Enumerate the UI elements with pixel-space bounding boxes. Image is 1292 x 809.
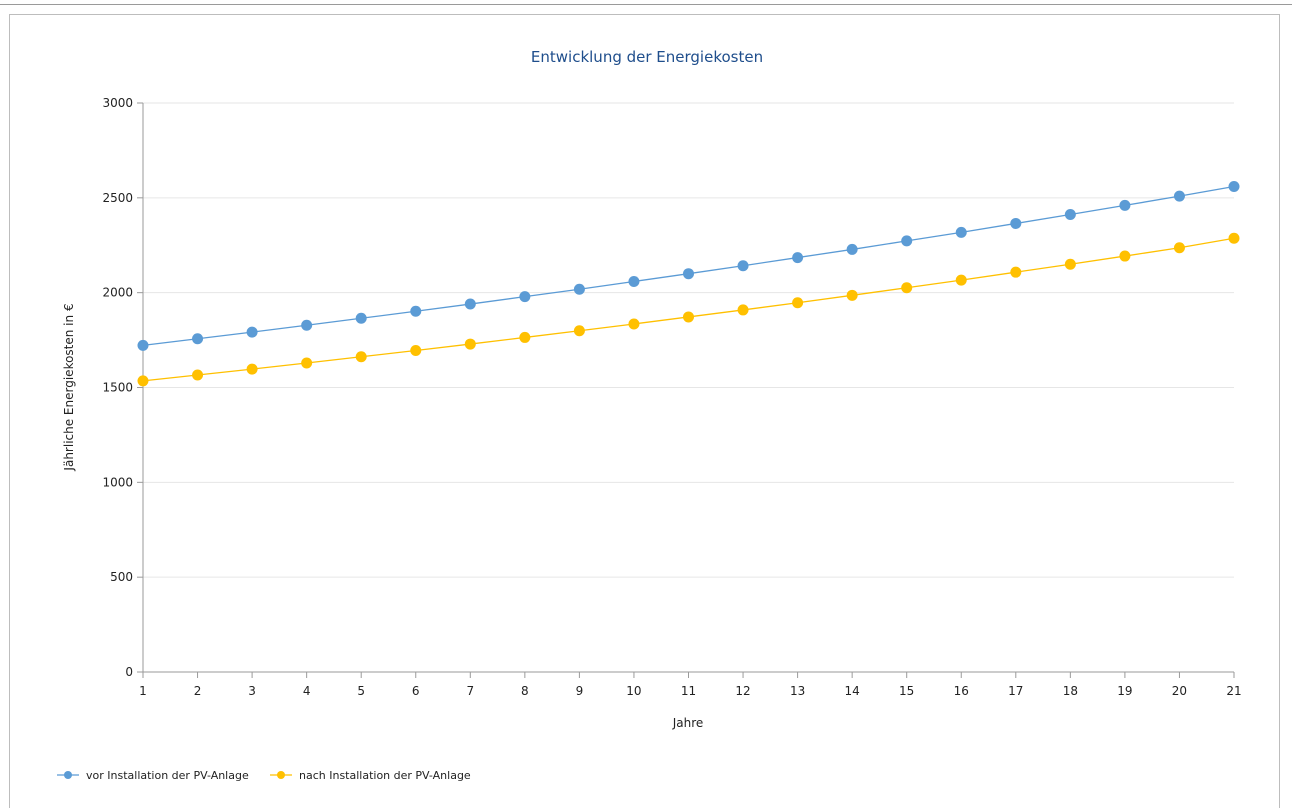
data-point[interactable]	[464, 298, 476, 310]
data-point[interactable]	[901, 235, 913, 247]
data-point[interactable]	[683, 311, 694, 323]
data-point[interactable]	[1010, 266, 1022, 278]
data-point[interactable]	[846, 243, 858, 255]
data-point[interactable]	[1010, 217, 1022, 229]
data-point[interactable]	[955, 274, 967, 286]
data-point[interactable]	[519, 331, 531, 343]
data-point[interactable]	[355, 312, 367, 324]
y-tick-label: 3000	[102, 96, 133, 110]
y-tick-label: 0	[125, 665, 133, 679]
top-divider	[0, 4, 1292, 5]
legend-item-2[interactable]: nach Installation der PV-Anlage	[270, 769, 471, 782]
data-point[interactable]	[1064, 258, 1076, 270]
grid-lines	[143, 102, 1234, 578]
x-tick-label: 15	[899, 684, 914, 698]
data-point[interactable]	[628, 318, 640, 330]
x-tick-label: 7	[466, 684, 474, 698]
x-tick-label: 13	[790, 684, 805, 698]
series-layer	[137, 180, 1240, 387]
data-point[interactable]	[1119, 250, 1131, 262]
y-tick-label: 2500	[102, 191, 133, 205]
x-tick-label: 12	[735, 684, 750, 698]
x-tick-label: 10	[626, 684, 641, 698]
x-tick-label: 1	[139, 684, 147, 698]
data-point[interactable]	[737, 260, 749, 272]
x-axis: 1 2 3 4 5 6 7 8 9 10 11 12 13 14 15 16 17 18 19 20 21	[139, 671, 1242, 698]
x-tick-label: 17	[1008, 684, 1023, 698]
x-tick-label: 18	[1063, 684, 1078, 698]
x-tick-label: 14	[845, 684, 860, 698]
data-point[interactable]	[628, 275, 640, 287]
data-point[interactable]	[846, 289, 858, 301]
data-point[interactable]	[301, 357, 313, 369]
x-tick-label: 9	[576, 684, 584, 698]
x-tick-label: 21	[1226, 684, 1241, 698]
y-axis-label: Jährliche Energiekosten in €	[62, 303, 76, 471]
data-point[interactable]	[1228, 180, 1240, 192]
x-tick-label: 8	[521, 684, 529, 698]
x-tick-label: 6	[412, 684, 420, 698]
y-axis: 0 500 1000 1500 2000 2500 3000	[102, 96, 144, 679]
data-point[interactable]	[1228, 232, 1240, 244]
x-tick-label: 11	[681, 684, 696, 698]
legend-label: nach Installation der PV-Anlage	[299, 769, 471, 782]
x-tick-label: 16	[954, 684, 969, 698]
data-point[interactable]	[464, 338, 476, 350]
x-tick-label: 20	[1172, 684, 1187, 698]
legend-label: vor Installation der PV-Anlage	[86, 769, 249, 782]
y-tick-label: 500	[110, 570, 133, 584]
x-axis-label: Jahre	[672, 716, 704, 730]
series-1	[137, 180, 1240, 351]
x-tick-label: 3	[248, 684, 256, 698]
data-point[interactable]	[410, 305, 422, 317]
chart-title: Entwicklung der Energiekosten	[531, 48, 763, 66]
chart-frame	[9, 14, 1280, 808]
y-tick-label: 1500	[102, 381, 133, 395]
x-tick-label: 2	[194, 684, 202, 698]
data-point[interactable]	[192, 369, 204, 381]
data-point[interactable]	[955, 226, 967, 238]
y-tick-label: 1000	[102, 475, 133, 489]
data-point[interactable]	[246, 326, 258, 338]
data-point[interactable]	[410, 345, 422, 357]
data-point[interactable]	[355, 351, 367, 363]
x-tick-label: 19	[1117, 684, 1132, 698]
data-point[interactable]	[737, 304, 749, 316]
data-point[interactable]	[1173, 190, 1185, 202]
y-tick-label: 2000	[102, 286, 133, 300]
data-point[interactable]	[792, 252, 804, 264]
legend-marker	[64, 771, 72, 779]
data-point[interactable]	[792, 297, 804, 309]
data-point[interactable]	[901, 282, 913, 294]
data-point[interactable]	[1119, 199, 1131, 211]
legend-item-1[interactable]: vor Installation der PV-Anlage	[57, 769, 249, 782]
data-point[interactable]	[573, 283, 585, 295]
legend: vor Installation der PV-Anlage nach Insta…	[57, 769, 471, 782]
data-point[interactable]	[301, 319, 313, 331]
x-tick-label: 4	[303, 684, 311, 698]
data-point[interactable]	[192, 333, 204, 345]
data-point[interactable]	[1173, 242, 1185, 254]
data-point[interactable]	[137, 375, 149, 387]
data-point[interactable]	[137, 339, 149, 351]
data-point[interactable]	[1064, 209, 1076, 221]
series-2	[137, 232, 1240, 387]
data-point[interactable]	[683, 268, 694, 280]
data-point[interactable]	[246, 363, 258, 375]
x-tick-label: 5	[357, 684, 365, 698]
data-point[interactable]	[573, 325, 585, 337]
data-point[interactable]	[519, 291, 531, 303]
legend-marker	[277, 771, 285, 779]
